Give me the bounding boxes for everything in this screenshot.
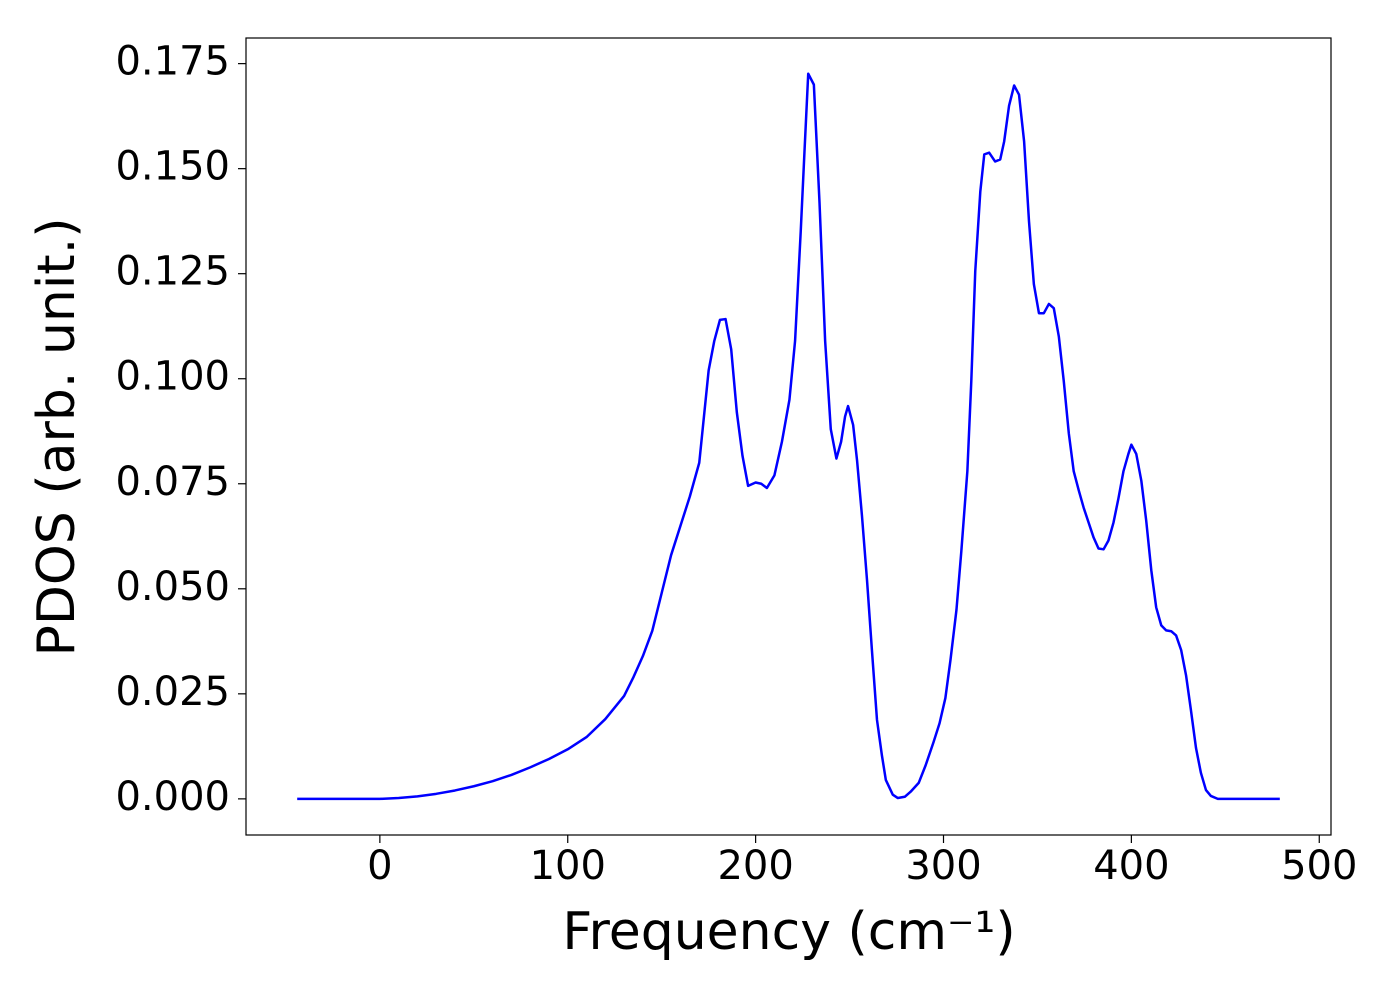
x-tick-label: 400 — [1093, 843, 1169, 889]
y-axis-label: PDOS (arb. unit.) — [27, 217, 87, 656]
x-tick-label: 500 — [1281, 843, 1357, 889]
x-tick-label: 0 — [367, 843, 392, 889]
plot-frame — [245, 37, 1332, 836]
y-tick-label: 0.075 — [115, 459, 230, 505]
data-line — [297, 72, 1280, 801]
y-tick-label: 0.000 — [115, 774, 230, 820]
x-tick-label: 100 — [530, 843, 606, 889]
y-tick-label: 0.025 — [115, 669, 230, 715]
y-tick-label: 0.150 — [115, 144, 230, 190]
y-tick-label: 0.125 — [115, 249, 230, 295]
y-tick-label: 0.100 — [115, 354, 230, 400]
x-tick-label: 300 — [905, 843, 981, 889]
y-tick-label: 0.175 — [115, 39, 230, 85]
x-axis-label: Frequency (cm⁻¹) — [562, 902, 1015, 962]
x-tick-label: 200 — [717, 843, 793, 889]
y-tick-label: 0.050 — [115, 564, 230, 610]
